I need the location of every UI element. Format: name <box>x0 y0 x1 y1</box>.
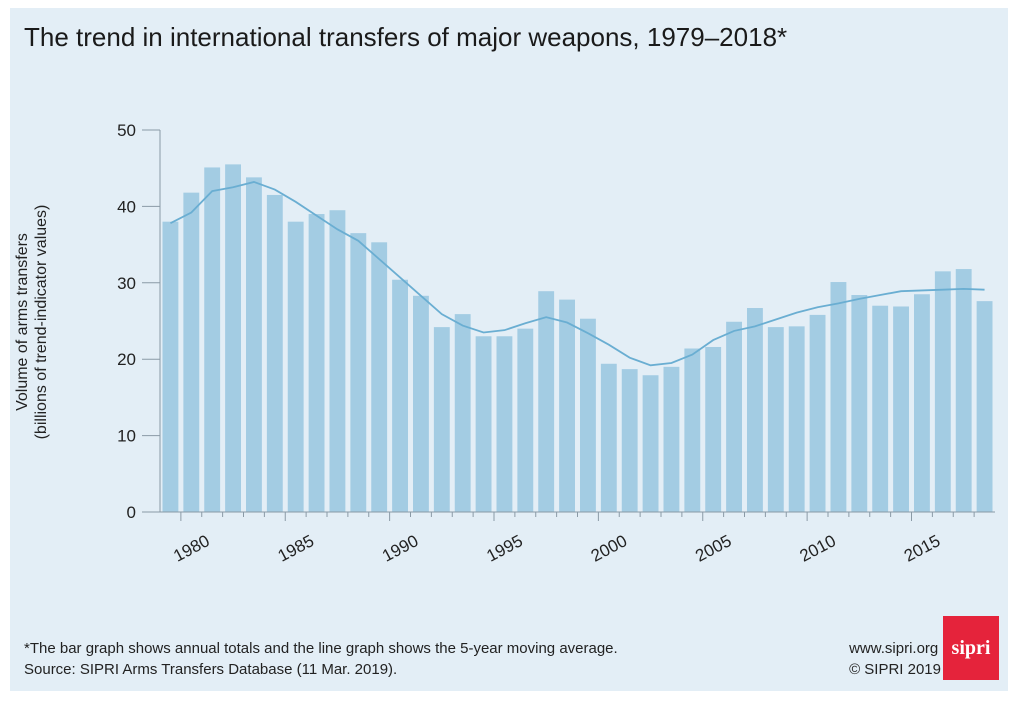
sipri-logo: sipri <box>943 616 999 680</box>
bar-1995 <box>496 336 513 512</box>
copyright-text: © SIPRI 2019 <box>849 661 941 678</box>
bar-1999 <box>580 318 596 512</box>
bar-1982 <box>225 164 241 512</box>
bar-2005 <box>705 346 722 512</box>
bar-2000 <box>600 363 617 512</box>
moving-average-line <box>170 181 985 367</box>
bar-1983 <box>246 177 262 512</box>
y-tick-label-40: 40 <box>117 197 136 216</box>
x-tick-label-1980: 1980 <box>170 531 212 566</box>
bar-2018 <box>976 301 993 512</box>
bar-1986 <box>308 214 325 513</box>
bar-1991 <box>413 295 429 512</box>
x-tick-label-2005: 2005 <box>692 531 734 566</box>
bar-2013 <box>872 305 889 512</box>
chart-title: The trend in international transfers of … <box>24 22 788 52</box>
bar-1980 <box>183 192 200 512</box>
bar-1994 <box>475 336 492 512</box>
bar-2001 <box>621 369 638 512</box>
bar-1990 <box>392 279 408 512</box>
x-tick-label-1995: 1995 <box>484 531 526 566</box>
footnote: *The bar graph shows annual totals and t… <box>24 638 618 680</box>
bar-2007 <box>747 308 763 512</box>
y-tick-label-30: 30 <box>117 274 136 293</box>
bar-2004 <box>684 348 701 512</box>
bar-2011 <box>830 282 847 512</box>
bar-2008 <box>767 327 784 512</box>
y-tick-label-0: 0 <box>127 503 136 522</box>
bar-2012 <box>851 295 868 512</box>
x-tick-label-2015: 2015 <box>901 531 943 566</box>
x-tick-label-1985: 1985 <box>275 531 317 566</box>
y-tick-label-10: 10 <box>117 427 136 446</box>
bar-1993 <box>454 314 471 512</box>
bar-2015 <box>914 294 930 512</box>
bar-1985 <box>287 221 304 512</box>
bar-2010 <box>809 314 826 512</box>
bar-1988 <box>350 233 367 512</box>
x-tick-label-1990: 1990 <box>379 531 421 566</box>
source-text: Source: SIPRI Arms Transfers Database (1… <box>24 661 398 678</box>
footnote-text: *The bar graph shows annual totals and t… <box>24 640 618 657</box>
bar-2017 <box>955 269 972 512</box>
bar-1979 <box>162 221 179 512</box>
bar-2014 <box>893 306 909 512</box>
credits: www.sipri.org © SIPRI 2019 <box>849 638 941 680</box>
y-tick-label-50: 50 <box>117 121 136 140</box>
bar-1989 <box>371 242 388 512</box>
x-tick-label-2010: 2010 <box>797 531 839 566</box>
bar-1996 <box>517 328 534 512</box>
bar-2006 <box>726 321 742 512</box>
y-tick-label-20: 20 <box>117 350 136 369</box>
bar-2002 <box>642 375 659 512</box>
bar-2003 <box>663 366 680 512</box>
x-tick-label-2000: 2000 <box>588 531 630 566</box>
bar-chart: 0 10 20 30 40 50 1980 1985 1990 1995 2000 2005 2010 2… <box>117 121 995 566</box>
bar-1984 <box>266 194 283 512</box>
bar-2016 <box>934 271 951 512</box>
bar-1997 <box>538 291 555 512</box>
bar-1998 <box>559 299 575 512</box>
bar-1981 <box>204 167 221 512</box>
website-link[interactable]: www.sipri.org <box>849 640 939 657</box>
bar-1987 <box>329 210 346 512</box>
bar-1992 <box>433 327 450 512</box>
bar-2009 <box>788 326 805 512</box>
